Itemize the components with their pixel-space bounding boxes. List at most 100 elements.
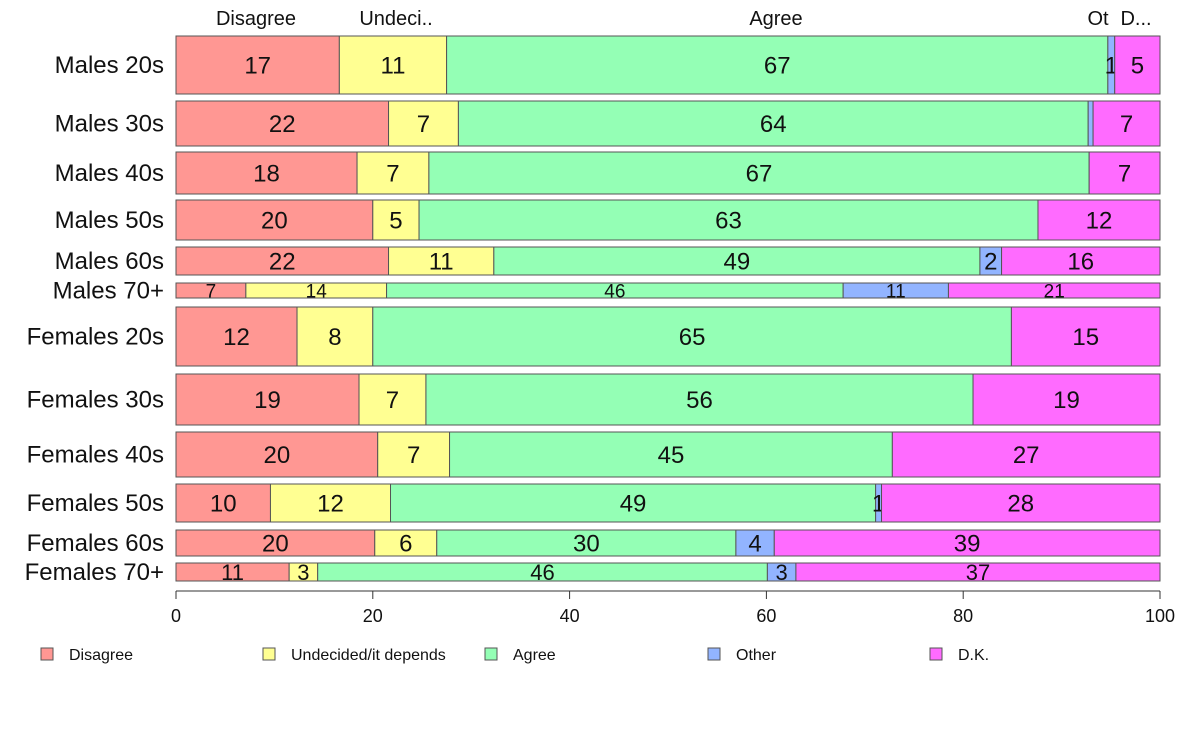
x-tick-label: 20 [363, 606, 383, 626]
row-label: Males 60s [55, 248, 164, 275]
row-label: Females 40s [27, 442, 164, 469]
data-label: 28 [1007, 491, 1034, 518]
data-label: 12 [223, 324, 250, 351]
bar-segment [269, 483, 392, 523]
data-label: 20 [261, 208, 288, 235]
data-label: 3 [776, 560, 788, 585]
data-label: 49 [724, 249, 751, 276]
data-label: 16 [1067, 249, 1094, 276]
top-label: Ot [1087, 8, 1109, 30]
bar-segment [947, 282, 1161, 299]
data-label: 7 [417, 111, 430, 138]
top-label: Disagree [216, 8, 296, 30]
data-label: 8 [328, 324, 341, 351]
data-label: 20 [262, 531, 289, 558]
data-label: 27 [1013, 442, 1040, 469]
data-label: 22 [269, 249, 296, 276]
bar-segment [1001, 246, 1161, 276]
bar-segment [1037, 199, 1161, 241]
bar-segment [436, 529, 737, 557]
x-tick-label: 40 [560, 606, 580, 626]
bar-segment [449, 431, 893, 478]
row-label: Females 20s [27, 324, 164, 351]
data-label: 7 [386, 387, 399, 414]
bar-segment [372, 306, 1012, 367]
legend-swatch [707, 647, 721, 661]
data-label: 63 [715, 208, 742, 235]
legend-swatch [929, 647, 943, 661]
data-label: 21 [1044, 281, 1065, 302]
data-label: 49 [620, 491, 647, 518]
bar-segment [175, 199, 374, 241]
row-label: Females 50s [27, 490, 164, 517]
row-label: Males 20s [55, 52, 164, 79]
top-label: Agree [749, 8, 802, 30]
bar-segment [418, 199, 1039, 241]
bar-segment [1114, 35, 1161, 95]
row-label: Males 30s [55, 111, 164, 138]
bar-segment [457, 100, 1089, 147]
data-label: 5 [389, 208, 402, 235]
row-label: Females 60s [27, 530, 164, 557]
top-label: Undeci.. [359, 8, 432, 30]
row-label: Females 70+ [25, 559, 164, 586]
bar-segment [175, 246, 390, 276]
data-label: 65 [679, 324, 706, 351]
legend-label: D.K. [958, 647, 989, 664]
bar-segment [358, 373, 427, 426]
data-label: 11 [886, 281, 906, 302]
bar-segment [390, 483, 877, 523]
data-label: 11 [221, 560, 244, 585]
data-label: 6 [399, 531, 412, 558]
x-axis: 0 20 40 60 80 100 [171, 590, 1175, 626]
data-label: 2 [984, 249, 997, 276]
data-label: 18 [253, 161, 280, 188]
bar-segment [428, 151, 1090, 195]
bar-segment [175, 100, 390, 147]
bar-segment [388, 246, 495, 276]
data-label: 30 [573, 531, 600, 558]
row-label: Males 70+ [53, 278, 164, 305]
data-label: 56 [686, 387, 713, 414]
data-label: 12 [1086, 208, 1113, 235]
bar-segment [175, 151, 358, 195]
bar-segment [795, 562, 1161, 582]
legend-label: Disagree [69, 647, 133, 664]
bar-segment [377, 431, 451, 478]
data-label: 19 [1053, 387, 1080, 414]
bar-segment [493, 246, 981, 276]
row-label: Females 30s [27, 387, 164, 414]
bar-segment [1087, 100, 1094, 147]
bar-segment [1088, 151, 1161, 195]
data-label: 67 [746, 161, 773, 188]
bar-segment [388, 100, 459, 147]
data-label: 7 [1118, 161, 1131, 188]
data-label: 11 [381, 53, 406, 80]
data-label: 67 [764, 53, 791, 80]
row-label: Males 40s [55, 160, 164, 187]
legend-label: Agree [513, 647, 556, 664]
data-label: 11 [429, 249, 454, 276]
x-tick-label: 60 [756, 606, 776, 626]
data-label: 7 [386, 161, 399, 188]
data-label: 10 [210, 491, 237, 518]
legend: Disagree Undecided/it depends Agree Other D.… [40, 647, 989, 664]
data-label: 12 [317, 491, 344, 518]
data-label: 4 [748, 531, 761, 558]
legend-swatch [262, 647, 276, 661]
legend-swatch [484, 647, 498, 661]
data-label: 15 [1072, 324, 1099, 351]
legend-label: Other [736, 647, 777, 664]
data-label: 46 [604, 281, 625, 302]
x-tick-label: 80 [953, 606, 973, 626]
top-category-labels: Disagree Undeci.. Agree Ot D... [216, 8, 1152, 30]
row-labels: Males 20s Males 30s Males 40s Males 50s Male… [25, 52, 164, 586]
data-label: 22 [269, 111, 296, 138]
bar-segment [1092, 100, 1161, 147]
x-tick-label: 100 [1145, 606, 1175, 626]
bar-segment [175, 306, 298, 367]
data-label: 45 [658, 442, 685, 469]
bar-segment [446, 35, 1109, 95]
